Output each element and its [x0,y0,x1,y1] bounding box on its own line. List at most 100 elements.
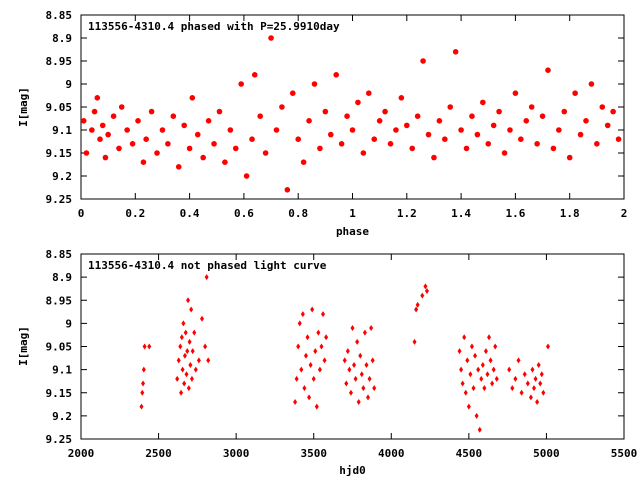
data-point [314,403,319,410]
data-point [322,108,329,115]
x-tick-label: 1.4 [451,207,471,220]
data-point [186,385,191,392]
data-point [366,394,371,401]
data-point [176,357,181,364]
data-point [423,283,428,290]
data-point [205,118,212,124]
x-tick-label: 0.2 [125,207,145,220]
data-point [479,375,484,382]
data-point [534,141,540,147]
data-point [181,122,187,129]
data-point [507,127,513,133]
data-point [352,362,357,368]
y-tick-label: 9 [65,317,72,330]
x-tick-label: 2000 [68,447,95,460]
x-tick-label: 0.4 [180,207,200,220]
data-point [311,375,316,382]
x-tick-label: 4500 [456,447,483,460]
data-point [140,159,147,165]
data-point [279,104,285,110]
data-point [262,150,269,156]
data-point [513,375,518,382]
data-point [204,274,209,281]
data-point [404,122,410,129]
x-tick-label: 1 [349,207,356,220]
data-point [184,371,189,378]
data-point [317,366,322,373]
data-point [179,334,184,341]
data-point [539,113,546,119]
data-point [556,127,562,133]
data-point [414,113,421,119]
data-point [474,131,481,138]
data-point [370,357,375,364]
data-point [463,389,468,396]
data-point [216,108,223,115]
data-point [412,338,417,345]
data-point [294,375,299,382]
data-point [365,90,372,96]
data-point [141,366,146,373]
chart-title: 113556-4310.4 not phased light curve [88,259,327,272]
x-tick-label: 1.2 [397,207,417,220]
data-point [257,113,263,119]
data-point [425,131,432,138]
data-point [355,99,361,106]
data-point [414,306,419,313]
data-point [538,380,543,387]
data-point [116,145,122,152]
data-point [338,141,345,147]
data-point [476,366,481,373]
data-point [545,343,550,350]
data-point [398,95,405,101]
data-point [299,366,304,373]
data-point [491,366,496,373]
data-point [159,127,166,133]
data-point [469,343,474,350]
x-tick-label: 2500 [145,447,172,460]
data-point [251,72,258,78]
data-point [561,108,568,115]
data-point [196,357,201,364]
data-point [490,380,495,387]
data-point [507,366,512,373]
x-tick-label: 1.8 [560,207,580,220]
data-point [313,348,318,355]
data-point [523,118,530,124]
data-point [525,380,530,387]
data-point [94,95,101,101]
data-point [460,380,465,387]
data-point [415,301,420,308]
data-point [459,366,464,373]
data-point [140,389,145,396]
data-point [359,371,364,378]
data-point [183,329,188,336]
data-point [327,131,334,138]
data-point [243,173,250,179]
data-point [577,131,584,138]
y-axis-label: I[mag] [17,326,30,366]
data-point [501,150,508,156]
data-point [345,348,350,355]
data-point [203,343,208,350]
data-point [485,141,492,147]
plot-frame [80,14,625,200]
chart-title: 113556-4310.4 phased with P=25.9910day [88,20,340,33]
data-point [493,343,498,350]
data-point [190,348,195,355]
data-point [296,343,301,350]
data-point [487,334,492,341]
data-point [494,375,499,382]
y-tick-label: 9.25 [46,193,73,206]
x-axis-label: hjd0 [339,464,366,477]
data-point [488,357,493,364]
data-point [348,389,353,396]
data-point [588,81,595,87]
data-point [550,145,557,152]
data-point [420,58,426,64]
data-point [193,366,198,373]
data-point [322,357,327,364]
y-tick-label: 9.2 [52,170,72,183]
data-point [599,104,606,110]
y-tick-label: 9.1 [52,364,72,377]
